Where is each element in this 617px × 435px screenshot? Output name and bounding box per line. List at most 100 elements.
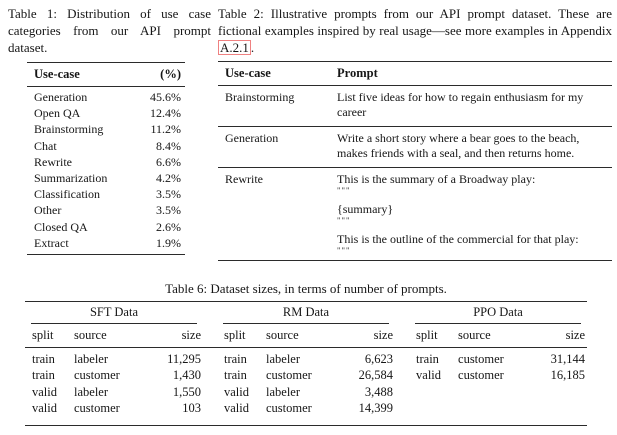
percent-cell: 2.6%	[156, 219, 181, 234]
group-gap	[203, 400, 217, 425]
split-cell: valid	[32, 384, 57, 399]
table1-caption: Table 1: Distribution of use case catego…	[8, 6, 211, 55]
column-header-row: split source size split source size spli…	[25, 324, 588, 348]
col-header-size: size	[341, 324, 396, 348]
source-cell: labeler	[266, 351, 301, 366]
appendix-link[interactable]: A.2.1	[218, 40, 251, 55]
triple-quote: """	[337, 215, 351, 225]
source-cell: customer	[458, 368, 504, 382]
table6: SFT Data RM Data PPO Data split source s…	[25, 301, 588, 426]
prompt-gap	[337, 224, 612, 232]
percent-cell: 12.4%	[150, 106, 181, 121]
prompt-line: {summary}	[337, 202, 394, 216]
prompt-line: This is the outline of the commercial fo…	[337, 232, 579, 246]
table1: Use-case (%) Generation 45.6% Open QA 12…	[27, 62, 185, 256]
size-cell: 1,550	[172, 384, 201, 399]
use-case-header: Use-case	[27, 62, 137, 87]
use-case-cell: Other	[34, 203, 62, 218]
split-cell	[409, 384, 451, 401]
split-cell	[409, 400, 451, 425]
table-row: train customer 1,430 train customer 26,5…	[25, 367, 587, 384]
table2-header-row: Use-case Prompt	[218, 61, 612, 86]
table1-section: Table 1: Distribution of use case catego…	[8, 5, 211, 256]
table6-caption: Table 6: Dataset sizes, in terms of numb…	[165, 281, 447, 296]
use-case-cell: Rewrite	[34, 154, 72, 169]
table2-caption-period: .	[250, 40, 255, 55]
table-row: Rewrite 6.6%	[27, 154, 185, 170]
table2: Use-case Prompt Brainstorming List five …	[218, 61, 612, 261]
col-header-split: split	[25, 324, 67, 348]
col-header-source: source	[67, 324, 149, 348]
table-row: Brainstorming List five ideas for how to…	[218, 86, 612, 127]
group-gap	[395, 347, 409, 367]
percent-cell: 3.5%	[156, 203, 181, 218]
source-cell: customer	[74, 401, 120, 415]
col-header-size: size	[149, 324, 203, 348]
table-row: Closed QA 2.6%	[27, 219, 185, 235]
table1-header-row: Use-case (%)	[27, 62, 185, 87]
source-cell	[451, 384, 533, 401]
source-cell: labeler	[74, 351, 109, 366]
table-row: Other 3.5%	[27, 202, 185, 218]
table-row: train labeler 11,295 train labeler 6,623…	[25, 347, 587, 367]
group-header-row: SFT Data RM Data PPO Data	[25, 302, 587, 325]
split-cell: train	[224, 351, 247, 366]
use-case-cell: Chat	[34, 138, 57, 153]
prompt-cell: Write a short story where a bear goes to…	[337, 126, 612, 168]
table2-caption-text: Table 2: Illustrative prompts from our A…	[218, 6, 612, 38]
source-cell: customer	[266, 368, 312, 382]
group-gap	[203, 324, 217, 348]
table-row: Classification 3.5%	[27, 186, 185, 202]
group-gap	[395, 324, 410, 348]
triple-quote: """	[337, 185, 351, 195]
prompt-line: This is the summary of a Broadway play:	[337, 172, 536, 186]
group-gap	[395, 400, 409, 425]
table-row: valid labeler 1,550 valid labeler 3,488	[25, 384, 587, 401]
percent-cell: 4.2%	[156, 171, 181, 186]
group-header-sft: SFT Data	[25, 302, 203, 325]
use-case-cell: Generation	[34, 90, 88, 104]
percent-cell: 6.6%	[156, 154, 181, 169]
split-cell: valid	[416, 368, 442, 382]
percent-cell: 45.6%	[150, 90, 181, 104]
use-case-header: Use-case	[218, 61, 337, 86]
table6-section: Table 6: Dataset sizes, in terms of numb…	[25, 281, 588, 426]
use-case-cell: Extract	[34, 235, 69, 250]
table-row: Rewrite This is the summary of a Broadwa…	[218, 167, 612, 261]
split-cell: valid	[224, 384, 249, 399]
group-gap	[395, 302, 409, 325]
col-header-split: split	[409, 324, 452, 348]
table2-section: Table 2: Illustrative prompts from our A…	[218, 5, 612, 261]
source-cell	[451, 400, 533, 425]
table-row: Brainstorming 11.2%	[27, 121, 185, 137]
split-cell: train	[224, 368, 247, 382]
use-case-cell: Open QA	[34, 106, 81, 121]
percent-cell: 8.4%	[156, 138, 181, 153]
percent-cell: 1.9%	[156, 235, 181, 250]
use-case-cell: Brainstorming	[225, 90, 295, 104]
use-case-cell: Rewrite	[218, 167, 337, 261]
table-row: Generation 45.6%	[27, 87, 185, 106]
group-gap	[203, 367, 217, 384]
split-cell: valid	[224, 401, 249, 415]
table-row: Generation Write a short story where a b…	[218, 126, 612, 168]
use-case-cell: Generation	[218, 126, 337, 168]
prompt-cell: This is the summary of a Broadway play: …	[337, 167, 612, 261]
source-cell: labeler	[74, 384, 109, 399]
size-cell: 6,623	[364, 351, 394, 366]
triple-quote: """	[337, 245, 351, 255]
group-header-rm: RM Data	[217, 302, 395, 325]
split-cell: train	[32, 368, 55, 382]
col-header-size: size	[533, 324, 588, 348]
use-case-cell: Summarization	[34, 171, 108, 186]
use-case-cell: Closed QA	[34, 219, 88, 234]
table-row: Chat 8.4%	[27, 138, 185, 154]
table-row: Open QA 12.4%	[27, 105, 185, 121]
table2-caption: Table 2: Illustrative prompts from our A…	[218, 5, 612, 56]
source-cell: customer	[458, 351, 504, 366]
use-case-cell: Brainstorming	[34, 122, 104, 137]
percent-header: (%)	[136, 62, 185, 87]
prompt-header: Prompt	[337, 61, 612, 86]
prompt-cell: List five ideas for how to regain enthus…	[337, 90, 584, 119]
